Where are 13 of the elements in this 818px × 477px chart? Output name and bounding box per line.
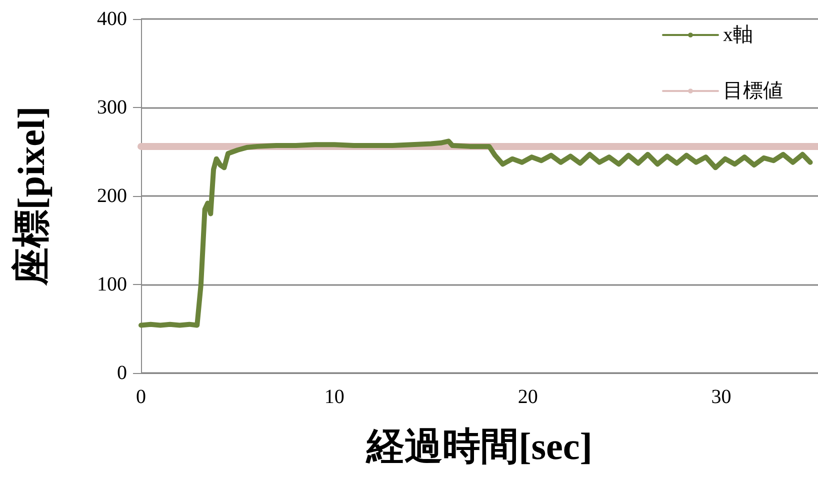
y-tick-label: 400: [97, 8, 127, 30]
y-tick-label: 0: [117, 362, 127, 384]
x-tick-label: 10: [324, 386, 344, 408]
x-tick-label: 20: [518, 386, 538, 408]
y-tick-label: 100: [97, 274, 127, 296]
x-axis-title: 経過時間[sec]: [366, 426, 592, 468]
legend-label: x軸: [723, 24, 753, 46]
legend-label: 目標値: [723, 80, 783, 102]
x-tick-label: 0: [136, 386, 146, 408]
y-tick-label: 200: [97, 185, 127, 207]
y-tick-label: 300: [97, 96, 127, 118]
y-axis-title: 座標[pixel]: [10, 106, 53, 287]
x-tick-label: 30: [711, 386, 732, 408]
